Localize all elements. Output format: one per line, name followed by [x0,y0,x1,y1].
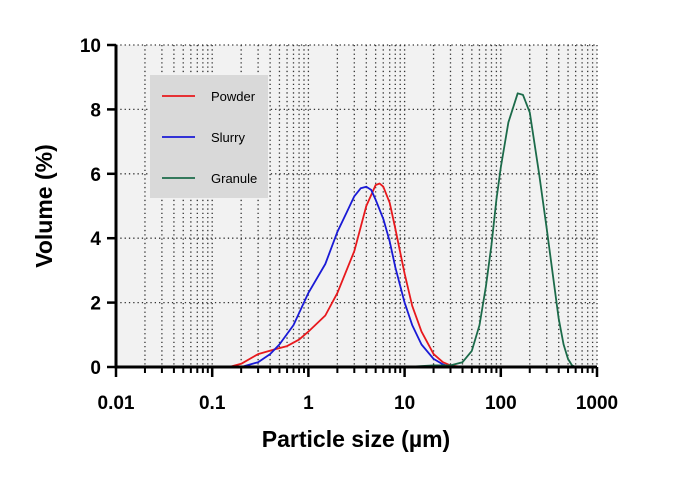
legend-label-powder: Powder [211,89,256,104]
x-tick-label: 0.01 [98,393,135,414]
legend-label-granule: Granule [211,171,257,186]
x-tick-label: 0.1 [199,393,226,414]
y-tick-label: 0 [90,358,101,379]
y-axis-title: Volume (%) [31,144,57,268]
grid-lines [116,44,598,367]
y-tick-label: 4 [90,229,101,250]
legend-entries: Powder Slurry Granule [162,89,257,186]
series-line-granule [404,92,577,368]
x-tick-label: 100 [485,393,517,414]
series-line-slurry [240,185,451,368]
axes [114,45,597,369]
x-tick-label: 10 [394,393,415,414]
legend-label-slurry: Slurry [211,130,245,145]
y-tick-label: 6 [90,165,101,186]
y-tick-label: 10 [80,36,101,57]
series-layer [228,92,577,368]
tick-labels: 0.01 0.1 1 10 100 1000 0 2 4 6 8 10 [80,36,618,414]
series-line-powder [228,182,463,368]
x-axis-title: Particle size (µm) [262,426,450,452]
y-tick-label: 2 [90,294,101,315]
y-tick-label: 8 [90,100,101,121]
x-tick-label: 1000 [576,393,618,414]
x-tick-label: 1 [303,393,314,414]
tick-marks [107,43,599,377]
